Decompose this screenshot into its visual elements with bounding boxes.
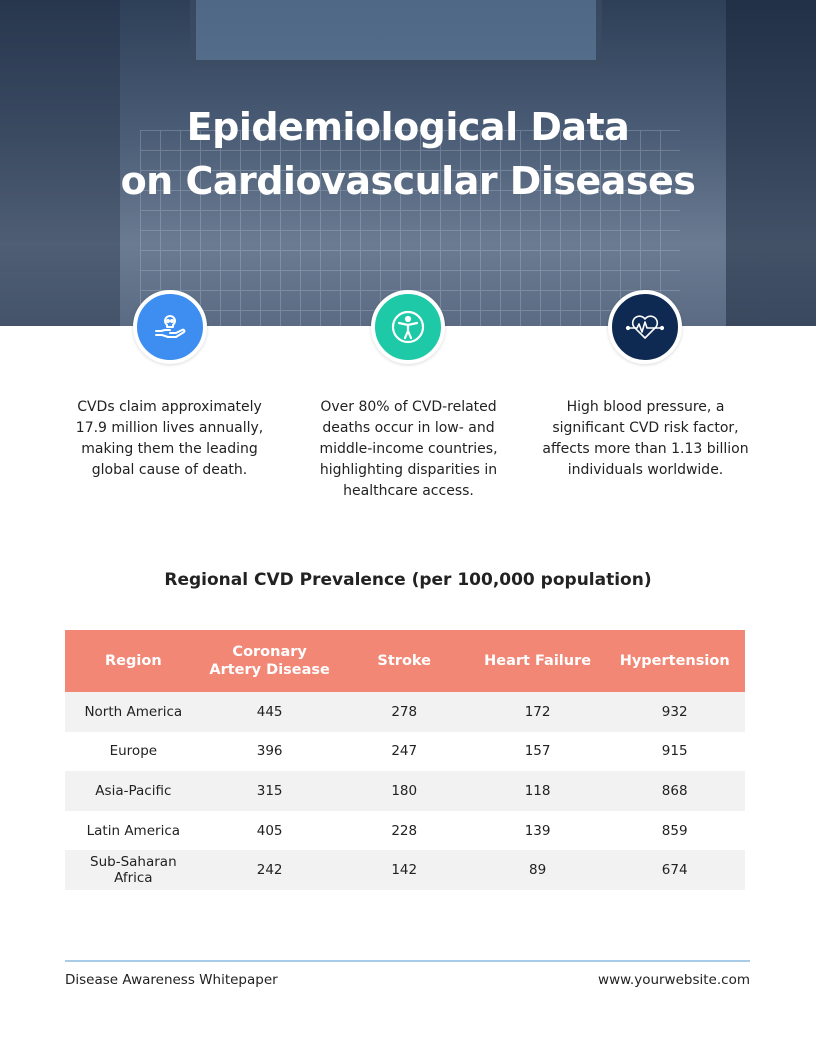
value-cell: 932	[604, 692, 745, 732]
region-cell: Sub-Saharan Africa	[65, 850, 202, 890]
region-cell: Latin America	[86, 822, 181, 839]
stat-text: High blood pressure, a significant CVD r…	[542, 399, 749, 478]
column-header: Heart Failure	[470, 630, 605, 692]
value-cell: 405	[256, 822, 283, 839]
column-header: Region	[65, 630, 202, 692]
stat-text: Over 80% of CVD-related deaths occur in …	[319, 399, 498, 499]
value-cell: 139	[524, 822, 551, 839]
page-title: Epidemiological Data on Cardiovascular D…	[120, 105, 696, 203]
column-header: Coronary Artery Disease	[201, 630, 338, 692]
hand-skull-icon	[133, 290, 207, 364]
value-cell: 396	[256, 743, 283, 760]
accessibility-person-icon	[371, 290, 445, 364]
value-cell: 674	[604, 850, 745, 890]
footer-website-link[interactable]: www.yourwebsite.com	[598, 972, 750, 988]
value-cell: 142	[337, 850, 471, 890]
prevalence-table: Region Coronary Artery Disease Stroke Heart…	[65, 630, 745, 890]
value-cell: 172	[470, 692, 605, 732]
footer-left-text: Disease Awareness Whitepaper	[65, 972, 278, 988]
value-cell: 118	[470, 771, 605, 811]
value-cell: 278	[337, 692, 471, 732]
value-cell: 89	[470, 850, 605, 890]
value-cell: 157	[524, 743, 551, 760]
value-cell: 242	[201, 850, 338, 890]
value-cell: 915	[661, 743, 688, 760]
column-header: Hypertension	[604, 630, 745, 692]
table-row: Asia-Pacific 315 180 118 868	[65, 771, 745, 811]
value-cell: 315	[201, 771, 338, 811]
stat-text: CVDs claim approximately 17.9 million li…	[75, 399, 264, 478]
value-cell: 228	[391, 822, 418, 839]
region-cell: North America	[65, 692, 202, 732]
table-row: Europe 396 247 157 915	[65, 732, 745, 772]
value-cell: 180	[337, 771, 471, 811]
value-cell: 868	[604, 771, 745, 811]
hero-background-image	[0, 0, 816, 326]
region-cell: Asia-Pacific	[65, 771, 202, 811]
table-row: Latin America 405 228 139 859	[65, 811, 745, 851]
table-row: Sub-Saharan Africa 242 142 89 674	[65, 850, 745, 890]
region-cell: Europe	[109, 743, 158, 760]
footer-divider	[65, 960, 750, 962]
heart-pulse-icon	[608, 290, 682, 364]
column-header: Stroke	[337, 630, 471, 692]
table-row: North America 445 278 172 932	[65, 692, 745, 732]
value-cell: 445	[201, 692, 338, 732]
value-cell: 859	[661, 822, 688, 839]
table-title: Regional CVD Prevalence (per 100,000 pop…	[164, 570, 652, 590]
value-cell: 247	[391, 743, 418, 760]
